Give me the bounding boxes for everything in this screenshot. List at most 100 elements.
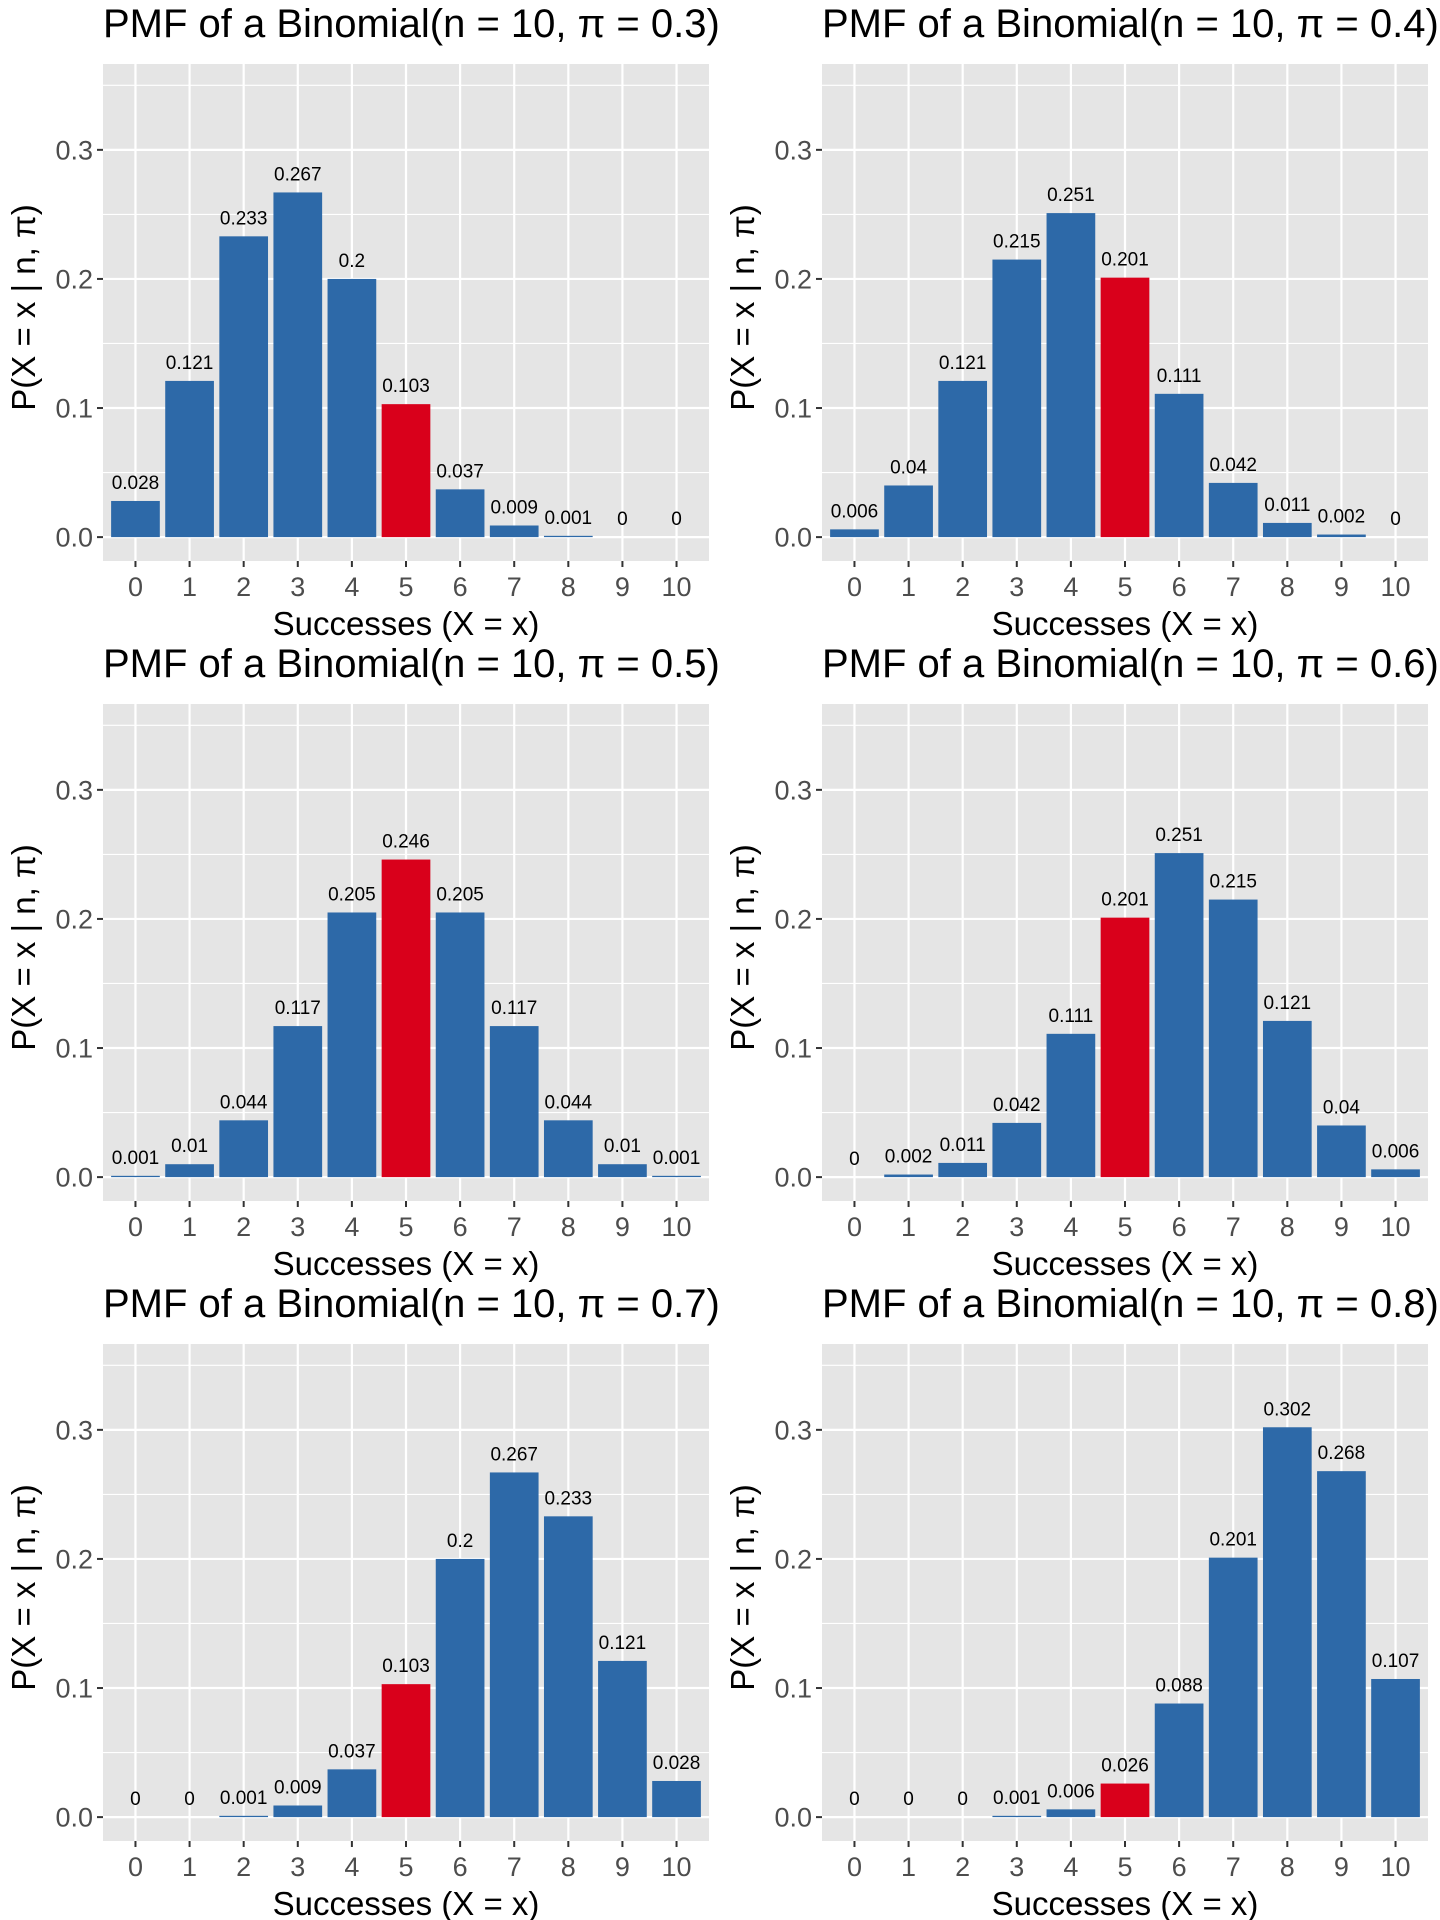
bar-value-label: 0.028 [653,1753,701,1774]
x-tick-label: 8 [1280,1212,1295,1242]
bar-3 [992,1815,1042,1818]
x-tick-label: 5 [1117,1212,1132,1242]
y-tick-label: 0.1 [55,1034,93,1064]
bar-value-label: 0.268 [1318,1443,1366,1464]
bar-8 [543,1516,593,1818]
x-tick-label: 4 [344,1212,359,1242]
y-axis-label: P(X = x | n, π) [5,1484,42,1690]
bar-value-label: 0.2 [447,1531,473,1552]
bar-5 [1100,917,1150,1178]
bar-4 [1046,1033,1096,1178]
x-tick-label: 9 [1334,1212,1349,1242]
bar-value-label: 0.088 [1155,1676,1203,1697]
bar-4 [1046,213,1096,538]
bar-value-label: 0 [849,1789,860,1810]
bar-value-label: 0 [1390,509,1401,530]
x-tick-label: 9 [615,1212,630,1242]
x-tick-label: 8 [561,1852,576,1882]
bar-value-label: 0 [903,1789,914,1810]
x-tick-label: 4 [1063,572,1078,602]
chart-title: PMF of a Binomial(n = 10, π = 0.7) [103,1282,720,1326]
bar-9 [1317,1125,1366,1178]
chart-title: PMF of a Binomial(n = 10, π = 0.6) [822,642,1439,686]
bar-value-label: 0.233 [220,208,268,229]
x-tick-label: 10 [1381,572,1411,602]
x-tick-label: 5 [398,1212,413,1242]
y-tick-label: 0.1 [774,394,812,424]
bar-5 [381,1684,431,1818]
bar-value-label: 0.251 [1047,185,1095,206]
chart-panel-2: PMF of a Binomial(n = 10, π = 0.5) 0.0 0.1… [5,642,720,1282]
bar-2 [219,236,269,538]
x-axis-label: Successes (X = x) [992,1885,1259,1920]
y-tick-label: 0.0 [774,1803,812,1833]
bar-value-label: 0.121 [939,353,987,374]
bar-4 [1046,1809,1096,1818]
bar-value-label: 0.042 [993,1095,1041,1116]
bar-value-label: 0.011 [940,1135,986,1156]
x-tick-label: 9 [1334,572,1349,602]
bar-1 [884,485,933,538]
bar-5 [1100,1783,1150,1818]
bar-3 [273,1026,323,1178]
bar-value-label: 0.001 [112,1148,160,1169]
x-tick-label: 0 [847,1212,862,1242]
y-tick-label: 0.2 [55,904,93,934]
bar-7 [1208,482,1258,538]
x-tick-label: 1 [901,1212,916,1242]
x-tick-label: 0 [128,1212,143,1242]
chart-title: PMF of a Binomial(n = 10, π = 0.8) [822,1282,1439,1326]
bar-6 [1154,1703,1204,1818]
y-tick-label: 0.3 [774,1415,812,1445]
x-tick-label: 0 [847,572,862,602]
y-tick-label: 0.2 [774,1544,812,1574]
x-axis-label: Successes (X = x) [273,605,540,642]
y-tick-label: 0.1 [55,394,93,424]
bar-8 [543,1120,593,1178]
x-tick-label: 4 [1063,1852,1078,1882]
bar-value-label: 0.001 [993,1788,1041,1809]
x-tick-label: 2 [236,572,251,602]
bar-value-label: 0.201 [1209,1530,1257,1551]
bar-0 [111,500,160,538]
bar-6 [435,1558,485,1818]
x-tick-label: 4 [344,572,359,602]
y-axis-label: P(X = x | n, π) [5,204,42,410]
bar-value-label: 0.205 [328,884,376,905]
bar-value-label: 0.009 [274,1778,322,1799]
bar-value-label: 0.006 [1372,1141,1420,1162]
x-tick-label: 5 [1117,1852,1132,1882]
x-tick-label: 3 [1009,1852,1024,1882]
y-tick-label: 0.2 [774,264,812,294]
bar-value-label: 0.001 [653,1148,701,1169]
bar-10 [652,1175,701,1178]
y-tick-label: 0.1 [55,1674,93,1704]
bar-5 [381,859,431,1178]
x-tick-label: 10 [1381,1852,1411,1882]
y-tick-label: 0.1 [774,1674,812,1704]
x-tick-label: 2 [236,1212,251,1242]
bar-value-label: 0.246 [382,832,430,853]
chart-title: PMF of a Binomial(n = 10, π = 0.3) [103,2,720,46]
bar-6 [1154,853,1204,1178]
bar-7 [489,525,539,538]
bar-7 [489,1026,539,1178]
x-tick-label: 5 [398,572,413,602]
x-tick-label: 5 [1117,572,1132,602]
x-tick-label: 8 [1280,1852,1295,1882]
x-tick-label: 3 [290,1852,305,1882]
bar-value-label: 0.233 [545,1488,593,1509]
x-tick-label: 7 [1226,1212,1241,1242]
chart-panel-5: PMF of a Binomial(n = 10, π = 0.8) 0.0 0.1… [724,1282,1439,1920]
bar-8 [1262,522,1312,538]
bar-value-label: 0 [849,1149,860,1170]
bar-2 [219,1815,269,1818]
bar-8 [543,535,593,538]
bar-value-label: 0 [184,1789,195,1810]
bar-value-label: 0.028 [112,473,160,494]
bar-value-label: 0.04 [1323,1097,1360,1118]
y-tick-label: 0.0 [774,523,812,553]
x-tick-label: 9 [1334,1852,1349,1882]
x-tick-label: 8 [561,1212,576,1242]
bar-value-label: 0 [617,509,628,530]
